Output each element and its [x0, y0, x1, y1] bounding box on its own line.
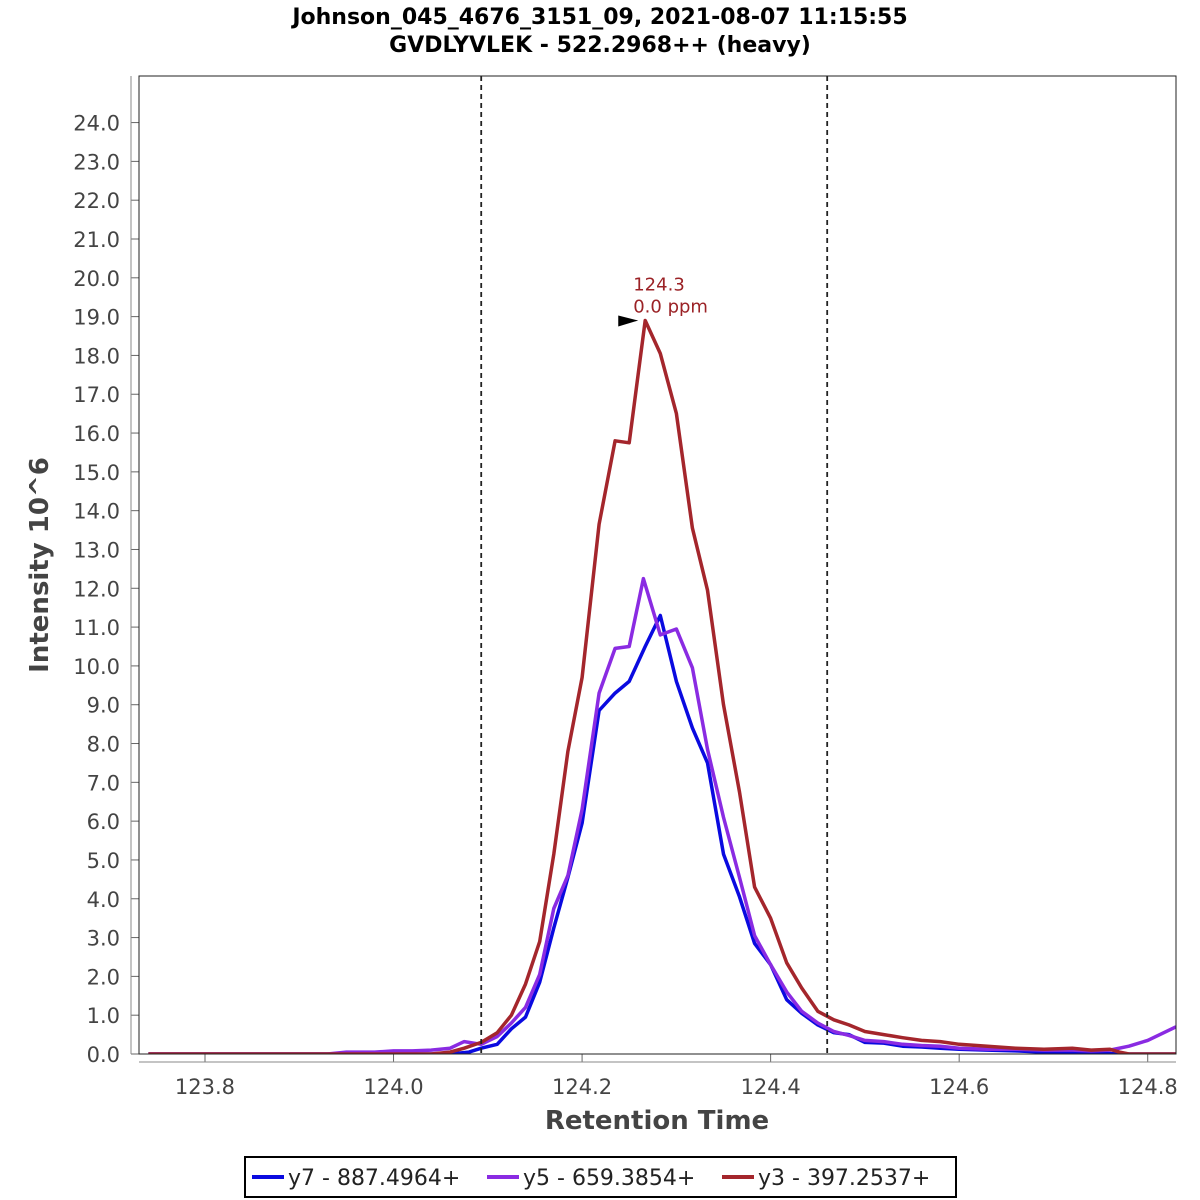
y-tick-label: 24.0 — [73, 112, 120, 136]
legend-label-y3: y3 - 397.2537+ — [758, 1166, 930, 1191]
y-tick-label: 7.0 — [87, 771, 120, 795]
y-tick-label: 4.0 — [87, 888, 120, 912]
peak-annotation-ppm: 0.0 ppm — [633, 297, 708, 318]
legend-label-y7: y7 - 887.4964+ — [288, 1166, 460, 1191]
plot-area-border — [138, 75, 1177, 1055]
y-tick-label: 14.0 — [73, 500, 120, 524]
y-tick-label: 0.0 — [87, 1043, 120, 1067]
series-line-2 — [148, 318, 1176, 1054]
x-tick-label: 124.6 — [929, 1075, 989, 1099]
y-tick-label: 9.0 — [87, 694, 120, 718]
x-tick-label: 123.8 — [175, 1075, 235, 1099]
x-tick-label: 124.4 — [741, 1075, 801, 1099]
y-tick-label: 8.0 — [87, 733, 120, 757]
x-axis-title: Retention Time — [545, 1106, 769, 1136]
peak-boundaries — [480, 76, 829, 1054]
y-tick-label: 12.0 — [73, 577, 120, 601]
y-tick-label: 18.0 — [73, 344, 120, 368]
y-tick-label: 6.0 — [87, 810, 120, 834]
y-tick-label: 22.0 — [73, 189, 120, 213]
y-tick-label: 16.0 — [73, 422, 120, 446]
legend: y7 - 887.4964+ y5 - 659.3854+ y3 - 397.2… — [244, 1156, 957, 1198]
x-axis-ticks: 123.8 124.0 124.2 124.4 124.6 124.8 — [139, 1054, 1178, 1099]
chart-title: Johnson_045_4676_3151_09, 2021-08-07 11:… — [290, 5, 907, 30]
y-tick-label: 10.0 — [73, 655, 120, 679]
y-tick-label: 15.0 — [73, 461, 120, 485]
y-axis-title: Intensity 10^6 — [25, 457, 55, 673]
y-tick-label: 3.0 — [87, 927, 120, 951]
y-axis-ticks: 0.0 1.0 2.0 3.0 4.0 5.0 6.0 7.0 8.0 9.0 10.0 11.0 12… — [73, 76, 139, 1067]
chart-subtitle: GVDLYVLEK - 522.2968++ (heavy) — [389, 33, 811, 58]
y-tick-label: 17.0 — [73, 383, 120, 407]
y-tick-label: 20.0 — [73, 267, 120, 291]
y-tick-label: 23.0 — [73, 150, 120, 174]
series-layer — [148, 318, 1176, 1054]
peak-arrow-icon — [618, 315, 639, 327]
peak-annotation: 124.3 0.0 ppm — [618, 275, 708, 327]
legend-label-y5: y5 - 659.3854+ — [523, 1166, 695, 1191]
y-tick-label: 11.0 — [73, 616, 120, 640]
y-tick-label: 19.0 — [73, 306, 120, 330]
y-tick-label: 13.0 — [73, 538, 120, 562]
x-tick-label: 124.0 — [363, 1075, 423, 1099]
y-tick-label: 2.0 — [87, 965, 120, 989]
y-tick-label: 21.0 — [73, 228, 120, 252]
y-tick-label: 5.0 — [87, 849, 120, 873]
y-tick-label: 1.0 — [87, 1004, 120, 1028]
x-tick-label: 124.8 — [1118, 1075, 1178, 1099]
legend-box — [244, 1156, 957, 1198]
peak-annotation-rt: 124.3 — [633, 275, 685, 296]
x-tick-label: 124.2 — [552, 1075, 612, 1099]
series-line-1 — [148, 576, 1176, 1054]
